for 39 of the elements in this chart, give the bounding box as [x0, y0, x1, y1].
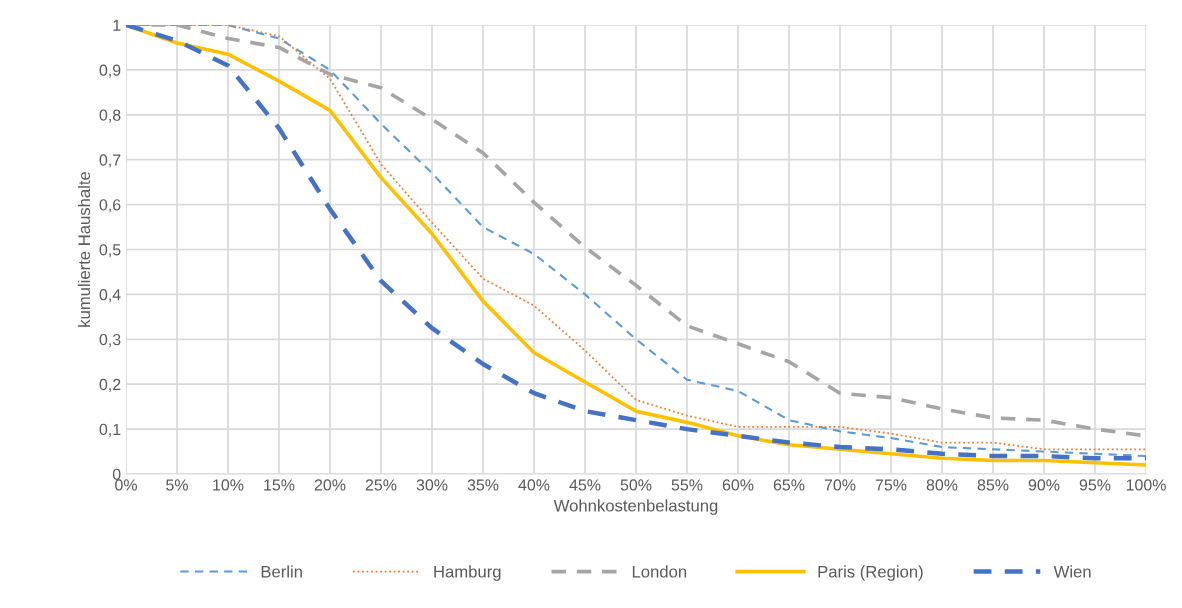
y-axis-title: kumulierte Haushalte — [77, 171, 91, 327]
y-tick-label: 0,5 — [99, 244, 121, 258]
x-tick-label: 40% — [518, 479, 550, 491]
x-axis-title: Wohnkostenbelastung — [553, 499, 718, 515]
y-tick-label: 1 — [113, 19, 121, 31]
x-tick-label: 75% — [875, 479, 907, 491]
y-tick-label: 0,2 — [99, 378, 121, 393]
x-tick-label: 35% — [467, 479, 499, 491]
x-tick-label: 10% — [213, 479, 244, 491]
x-tick-label: 60% — [722, 479, 754, 491]
y-tick-label: 0,7 — [99, 154, 121, 168]
x-tick-label: 95% — [1079, 479, 1111, 491]
x-tick-label: 100% — [1126, 479, 1166, 491]
x-tick-label: 50% — [620, 479, 652, 491]
x-tick-label: 90% — [1028, 479, 1060, 491]
x-tick-label: 20% — [314, 479, 346, 491]
y-tick-label: 0,8 — [99, 109, 121, 123]
legend-label: Berlin — [261, 565, 302, 578]
legend-label: Paris (Region) — [818, 565, 923, 581]
legend-label: London — [632, 565, 687, 578]
y-tick-label: 0,4 — [99, 289, 121, 303]
y-tick-label: 0 — [112, 468, 121, 480]
legend-label: Hamburg — [434, 565, 501, 581]
x-tick-label: 55% — [671, 479, 703, 491]
x-tick-label: 70% — [824, 479, 856, 491]
y-tick-label: 0,6 — [99, 199, 121, 213]
x-tick-label: 25% — [365, 479, 397, 491]
x-tick-label: 5% — [166, 479, 188, 491]
x-tick-label: 65% — [773, 479, 805, 491]
x-tick-label: 80% — [926, 479, 958, 491]
y-tick-label: 0,1 — [99, 423, 121, 437]
x-tick-label: 30% — [416, 479, 448, 491]
legend-label: Wien — [1053, 565, 1091, 578]
y-tick-label: 0,3 — [99, 333, 121, 348]
x-tick-label: 85% — [977, 479, 1009, 491]
y-tick-label: 0,9 — [99, 64, 121, 78]
x-tick-label: 15% — [264, 479, 295, 491]
x-tick-label: 0% — [115, 479, 137, 491]
x-tick-label: 45% — [569, 479, 601, 491]
